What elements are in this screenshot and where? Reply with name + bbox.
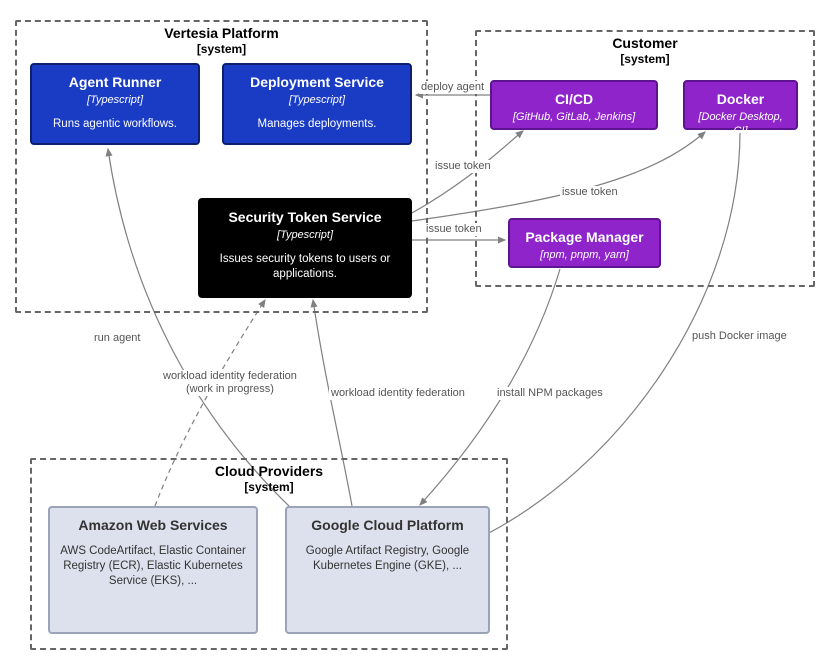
node-deployment_service: Deployment Service [Typescript] Manages de… [222,63,412,145]
node-aws: Amazon Web Services AWS CodeArtifact, Ela… [48,506,258,634]
node-title: Docker [695,90,786,108]
node-title: CI/CD [502,90,646,108]
node-subtitle: [npm, pnpm, yarn] [520,248,649,262]
edge-label-issue_token_docker: issue token [560,186,620,199]
node-cicd: CI/CD [GitHub, GitLab, Jenkins] [490,80,658,130]
node-subtitle: [Typescript] [234,93,400,107]
node-title: Agent Runner [42,73,188,91]
edge-label-issue_token_cicd: issue token [433,160,493,173]
node-desc: Manages deployments. [234,117,400,132]
node-title: Security Token Service [210,208,400,226]
edge-label-issue_token_pkg: issue token [424,223,484,236]
node-desc: Issues security tokens to users or appli… [210,252,400,282]
edge-label-run_agent: run agent [92,332,142,345]
node-agent_runner: Agent Runner [Typescript] Runs agentic wor… [30,63,200,145]
node-desc: Google Artifact Registry, Google Kuberne… [297,544,478,574]
group-title: Vertesia Platform [17,21,426,41]
edge-label-deploy_agent: deploy agent [419,81,486,94]
node-gcp: Google Cloud Platform Google Artifact Reg… [285,506,490,634]
node-desc: AWS CodeArtifact, Elastic Container Regi… [60,544,246,589]
edge-label-wif_gcp: workload identity federation [329,387,467,400]
node-subtitle: [GitHub, GitLab, Jenkins] [502,110,646,124]
node-title: Package Manager [520,228,649,246]
node-pkg: Package Manager [npm, pnpm, yarn] [508,218,661,268]
group-subtitle: [system] [477,52,813,66]
node-title: Google Cloud Platform [297,516,478,534]
group-title: Customer [477,31,813,51]
group-subtitle: [system] [32,480,506,494]
node-title: Amazon Web Services [60,516,246,534]
node-subtitle: [Typescript] [210,228,400,242]
node-desc: Runs agentic workflows. [42,117,188,132]
node-docker: Docker[Docker Desktop, CI] [683,80,798,130]
node-subtitle: [Docker Desktop, CI] [695,110,786,139]
edge-label-push_docker: push Docker image [690,330,789,343]
group-subtitle: [system] [17,42,426,56]
group-title: Cloud Providers [32,459,506,479]
edge-label-wif_aws: workload identity federation (work in pr… [161,370,299,396]
node-subtitle: [Typescript] [42,93,188,107]
node-sts: Security Token Service [Typescript] Issues… [198,198,412,298]
node-title: Deployment Service [234,73,400,91]
edge-label-install_npm: install NPM packages [495,387,605,400]
